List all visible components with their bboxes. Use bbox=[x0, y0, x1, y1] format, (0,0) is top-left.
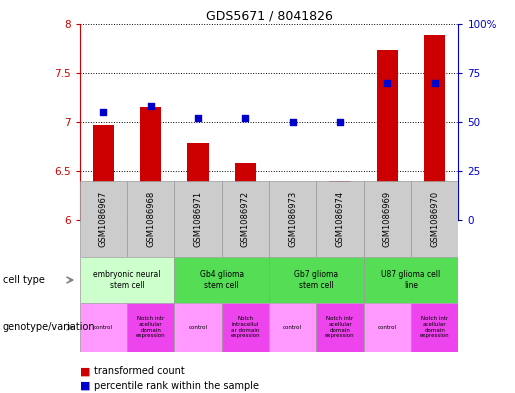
Point bbox=[242, 115, 250, 121]
Bar bbox=[127, 181, 175, 257]
Text: GSM1086970: GSM1086970 bbox=[430, 191, 439, 247]
Bar bbox=[222, 303, 269, 352]
Bar bbox=[269, 257, 364, 303]
Text: transformed count: transformed count bbox=[94, 366, 185, 376]
Bar bbox=[187, 143, 209, 220]
Bar bbox=[235, 163, 256, 220]
Bar bbox=[175, 303, 222, 352]
Text: Notch intr
acellular
domain
expression: Notch intr acellular domain expression bbox=[325, 316, 355, 338]
Text: Notch
intracellul
ar domain
expression: Notch intracellul ar domain expression bbox=[231, 316, 260, 338]
Bar bbox=[424, 35, 445, 220]
Bar bbox=[80, 181, 127, 257]
Bar bbox=[140, 107, 161, 220]
Text: GSM1086968: GSM1086968 bbox=[146, 191, 156, 247]
Bar bbox=[222, 181, 269, 257]
Text: ■: ■ bbox=[80, 381, 90, 391]
Point bbox=[147, 103, 155, 109]
Point bbox=[194, 115, 202, 121]
Text: U87 glioma cell
line: U87 glioma cell line bbox=[382, 270, 441, 290]
Point bbox=[431, 79, 439, 86]
Bar bbox=[316, 303, 364, 352]
Text: Gb4 glioma
stem cell: Gb4 glioma stem cell bbox=[200, 270, 244, 290]
Bar bbox=[127, 303, 175, 352]
Bar bbox=[80, 303, 127, 352]
Bar bbox=[269, 181, 316, 257]
Bar bbox=[411, 181, 458, 257]
Text: percentile rank within the sample: percentile rank within the sample bbox=[94, 381, 259, 391]
Point bbox=[99, 109, 108, 115]
Bar bbox=[282, 183, 303, 220]
Text: GSM1086967: GSM1086967 bbox=[99, 191, 108, 247]
Text: Gb7 glioma
stem cell: Gb7 glioma stem cell bbox=[295, 270, 338, 290]
Point bbox=[288, 119, 297, 125]
Text: GSM1086971: GSM1086971 bbox=[194, 191, 202, 247]
Text: genotype/variation: genotype/variation bbox=[3, 322, 95, 332]
Bar bbox=[93, 125, 114, 220]
Text: embryonic neural
stem cell: embryonic neural stem cell bbox=[93, 270, 161, 290]
Text: control: control bbox=[283, 325, 302, 330]
Point bbox=[336, 119, 344, 125]
Text: Notch intr
acellular
domain
expression: Notch intr acellular domain expression bbox=[420, 316, 450, 338]
Text: control: control bbox=[94, 325, 113, 330]
Point bbox=[383, 79, 391, 86]
Text: ■: ■ bbox=[80, 366, 90, 376]
Bar bbox=[364, 181, 411, 257]
Bar bbox=[364, 257, 458, 303]
Bar bbox=[377, 50, 398, 220]
Title: GDS5671 / 8041826: GDS5671 / 8041826 bbox=[205, 9, 333, 22]
Bar bbox=[316, 181, 364, 257]
Text: GSM1086969: GSM1086969 bbox=[383, 191, 392, 247]
Text: cell type: cell type bbox=[3, 275, 44, 285]
Bar bbox=[80, 257, 175, 303]
Text: GSM1086973: GSM1086973 bbox=[288, 191, 297, 247]
Text: GSM1086974: GSM1086974 bbox=[336, 191, 345, 247]
Bar bbox=[364, 303, 411, 352]
Bar bbox=[175, 181, 222, 257]
Bar bbox=[175, 257, 269, 303]
Text: Notch intr
acellular
domain
expression: Notch intr acellular domain expression bbox=[136, 316, 166, 338]
Bar bbox=[330, 181, 351, 220]
Text: control: control bbox=[378, 325, 397, 330]
Bar bbox=[411, 303, 458, 352]
Bar bbox=[269, 303, 316, 352]
Text: control: control bbox=[188, 325, 208, 330]
Text: GSM1086972: GSM1086972 bbox=[241, 191, 250, 247]
